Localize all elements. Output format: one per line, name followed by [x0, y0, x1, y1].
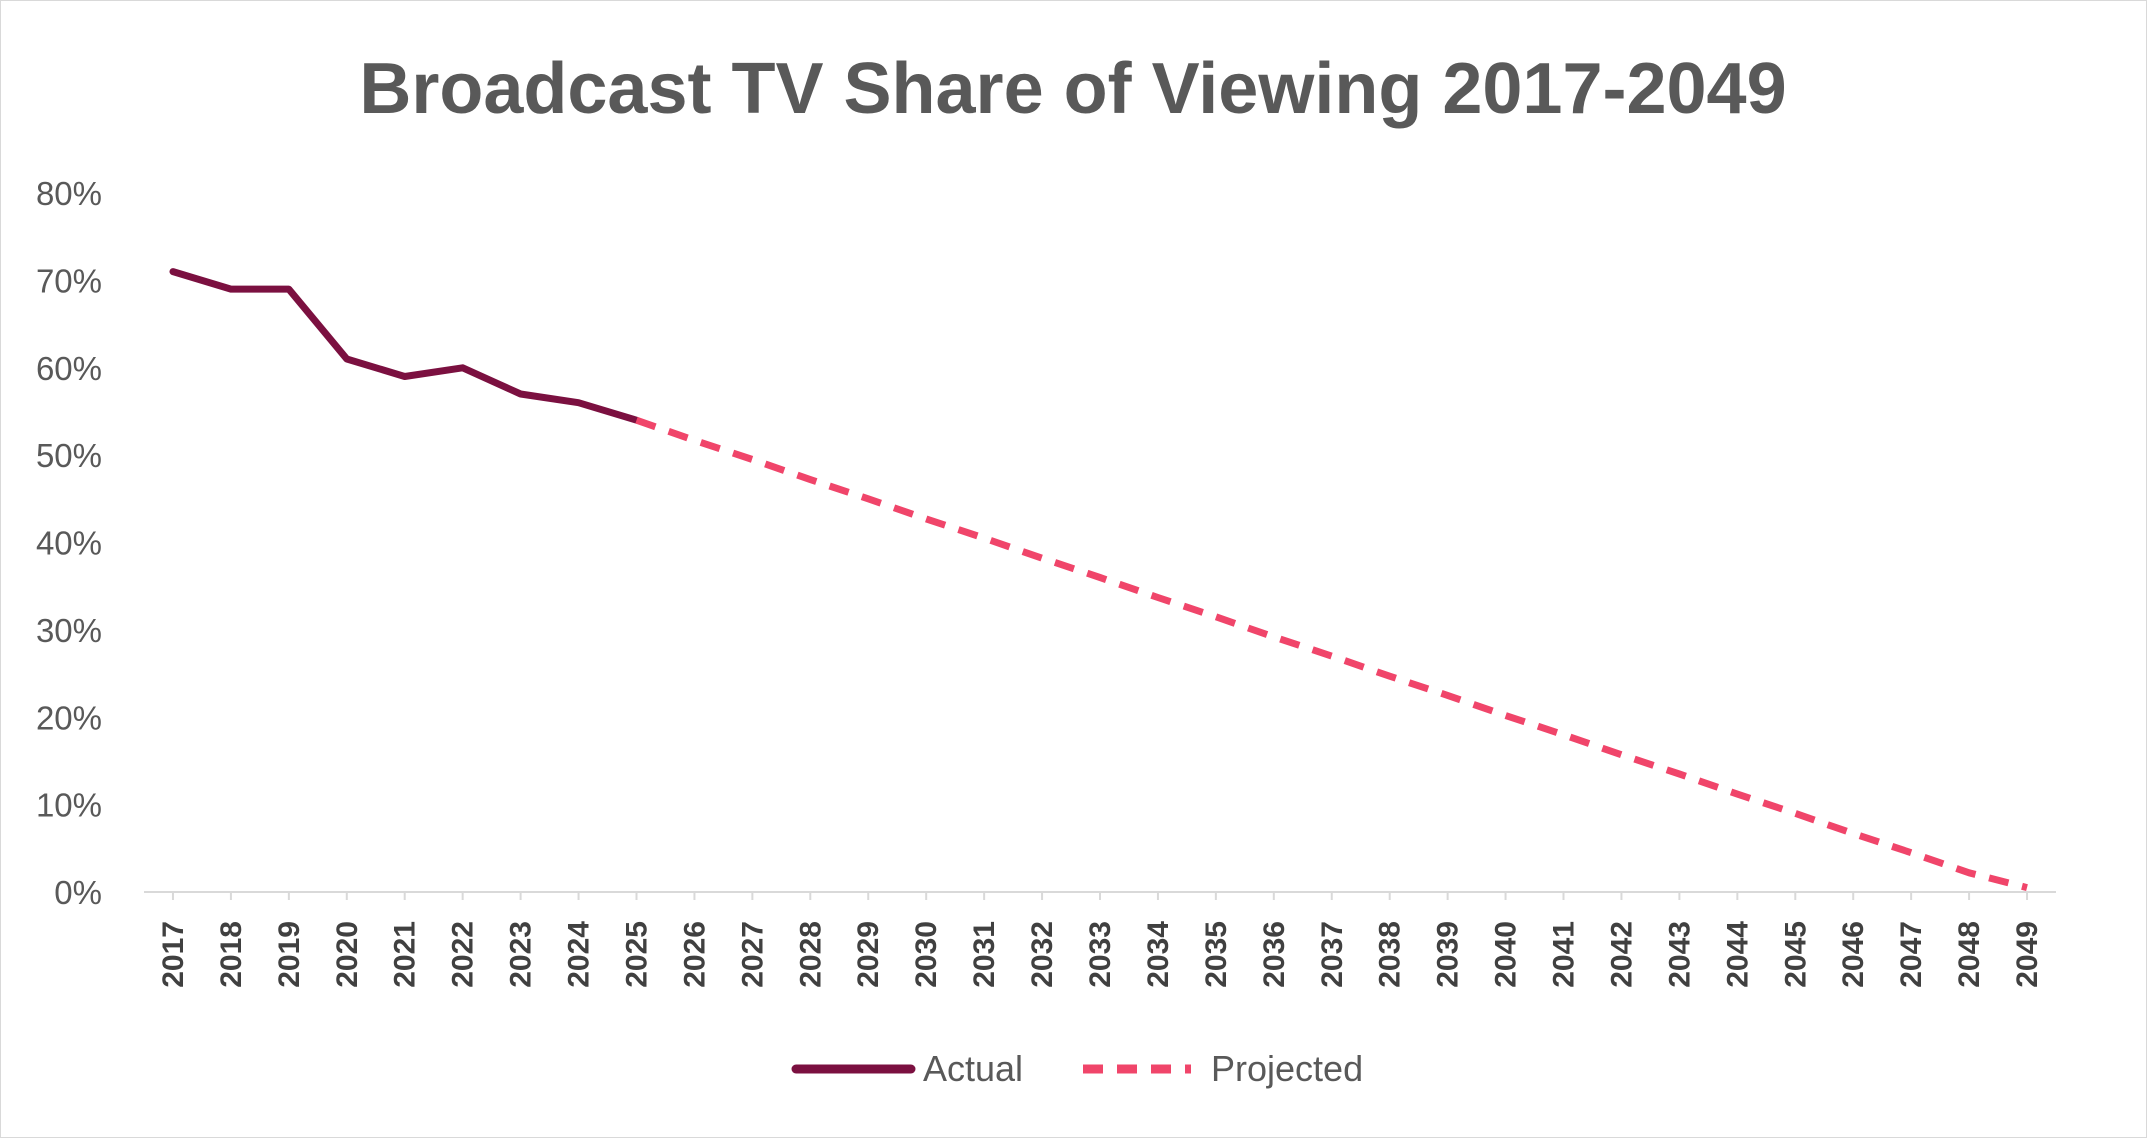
x-tick-label: 2039	[1432, 921, 1465, 988]
x-tick-label: 2044	[1721, 921, 1754, 988]
x-tick-label: 2037	[1316, 921, 1349, 988]
y-tick-label: 40%	[36, 525, 102, 562]
x-tick-label: 2022	[447, 921, 480, 988]
x-tick-label: 2028	[794, 921, 827, 988]
y-tick-label: 30%	[36, 612, 102, 649]
x-tick-label: 2025	[620, 921, 653, 988]
y-tick-label: 60%	[36, 350, 102, 387]
y-tick-label: 20%	[36, 699, 102, 736]
y-tick-label: 50%	[36, 437, 102, 474]
x-tick-label: 2021	[389, 921, 422, 988]
y-axis-ticks: 0% 10% 20% 30% 40% 50% 60% 70% 80%	[36, 175, 102, 911]
y-tick-label: 10%	[36, 787, 102, 824]
x-tick-label: 2038	[1374, 921, 1407, 988]
x-tick-label: 2019	[273, 921, 306, 988]
x-tick-label: 2043	[1663, 921, 1696, 988]
x-tick-label: 2026	[678, 921, 711, 988]
x-axis-ticks: 2017 2018 2019 2020 2021 2022 2023 2024 2025 2026…	[157, 892, 2044, 988]
legend: Actual Projected	[791, 1048, 1363, 1089]
legend-label-projected: Projected	[1211, 1048, 1363, 1089]
series-line-projected	[635, 416, 2028, 891]
x-tick-label: 2029	[852, 921, 885, 988]
y-tick-label: 70%	[36, 262, 102, 299]
x-tick-label: 2049	[2011, 921, 2044, 988]
x-tick-label: 2035	[1200, 921, 1233, 988]
x-tick-label: 2034	[1142, 921, 1175, 988]
x-tick-label: 2018	[215, 921, 248, 988]
x-tick-label: 2048	[1953, 921, 1986, 988]
y-tick-label: 80%	[36, 175, 102, 212]
x-tick-label: 2027	[736, 921, 769, 988]
x-tick-label: 2040	[1490, 921, 1523, 988]
chart-title: Broadcast TV Share of Viewing 2017-2049	[359, 49, 1786, 129]
x-tick-label: 2030	[910, 921, 943, 988]
x-tick-label: 2020	[331, 921, 364, 988]
x-tick-label: 2017	[157, 921, 190, 988]
series-line-actual	[169, 268, 640, 424]
x-tick-label: 2033	[1084, 921, 1117, 988]
x-tick-label: 2046	[1837, 921, 1870, 988]
x-tick-label: 2023	[505, 921, 538, 988]
legend-label-actual: Actual	[923, 1048, 1023, 1089]
x-tick-label: 2042	[1605, 921, 1638, 988]
x-tick-label: 2047	[1895, 921, 1928, 988]
x-tick-label: 2032	[1026, 921, 1059, 988]
x-tick-label: 2031	[968, 921, 1001, 988]
y-tick-label: 0%	[54, 874, 102, 911]
x-tick-label: 2041	[1548, 921, 1581, 988]
series-layer	[169, 268, 2028, 891]
x-tick-label: 2036	[1258, 921, 1291, 988]
x-tick-label: 2024	[563, 921, 596, 988]
x-tick-label: 2045	[1779, 921, 1812, 988]
